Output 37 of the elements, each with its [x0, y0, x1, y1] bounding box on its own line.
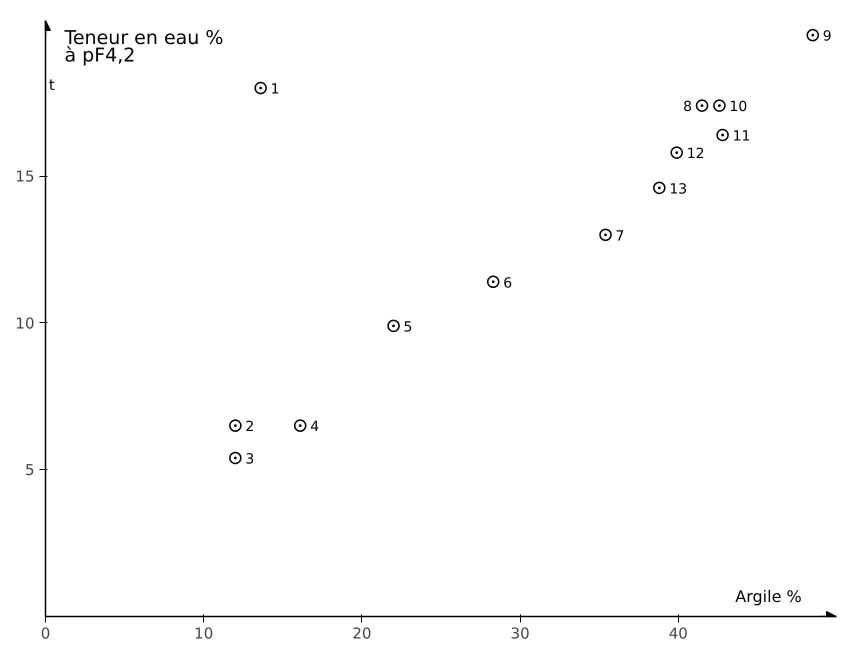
annotation: 4: [310, 419, 320, 436]
point: [387, 320, 400, 332]
annotation: t: [48, 76, 55, 94]
y-axis-title: Teneur en eau % à pF4,2: [63, 27, 224, 67]
annotation: 13: [669, 181, 688, 198]
annotation: 6: [503, 275, 512, 292]
x-axis-title: Argile %: [735, 587, 802, 606]
point: [716, 128, 729, 142]
annotation: 5: [404, 319, 412, 336]
x-tick-label: 30: [510, 624, 530, 642]
point: [486, 276, 500, 288]
y-tick-label: 10: [15, 314, 35, 332]
point: [254, 82, 267, 94]
annotation: 2: [245, 419, 254, 436]
annotation: 8: [683, 99, 692, 116]
x-tick-label: 20: [352, 624, 372, 642]
annotation: 11: [732, 128, 750, 144]
annotation: 10: [729, 99, 748, 116]
annotation: 12: [686, 146, 705, 162]
point: [653, 182, 666, 194]
point: [229, 452, 242, 464]
annotation: 9: [822, 28, 832, 45]
point: [294, 419, 306, 432]
y-tick-label: 15: [15, 168, 35, 186]
point: [713, 99, 726, 112]
point: [806, 28, 820, 42]
point: [229, 419, 242, 432]
y-tick-label: 5: [24, 461, 35, 480]
x-tick-label: 40: [668, 624, 688, 642]
x-tick-label: 10: [194, 624, 214, 642]
annotation: 1: [270, 82, 280, 98]
point: [599, 228, 612, 242]
point: [670, 146, 683, 159]
annotation: 3: [245, 451, 254, 468]
point: [696, 99, 708, 112]
x-tick-label: 0: [40, 624, 50, 642]
annotation: 7: [616, 228, 624, 244]
